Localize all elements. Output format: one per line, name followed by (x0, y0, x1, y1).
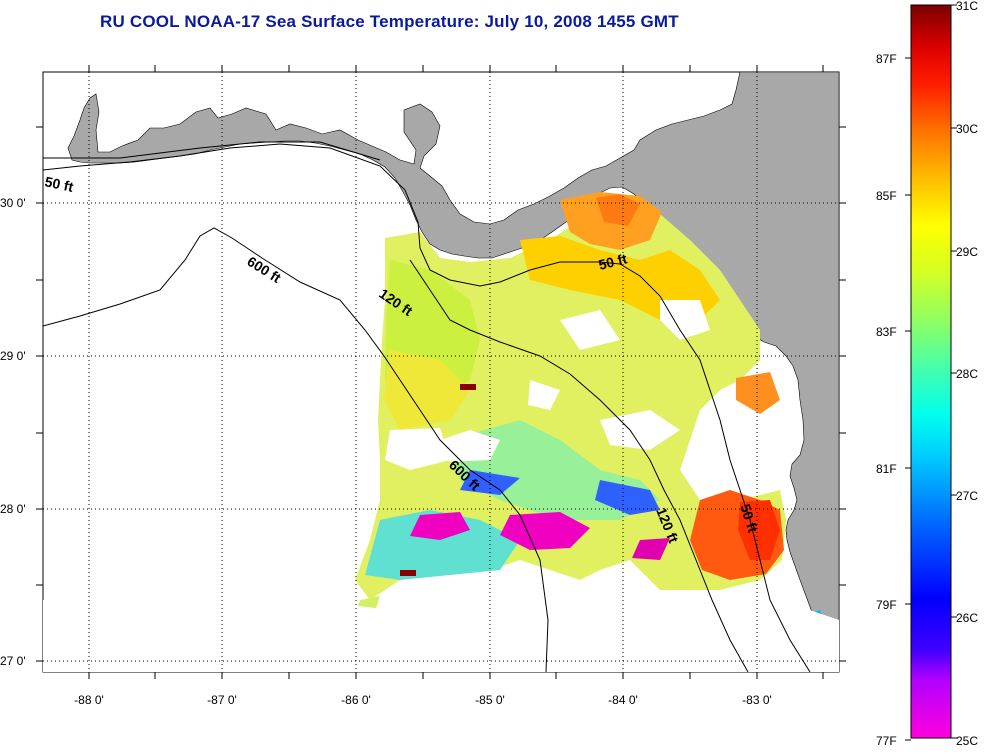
lon-label-86: -86 0' (341, 693, 371, 707)
lat-label-30: 30 0' (0, 196, 26, 210)
small-lake (498, 76, 538, 90)
colorbar (910, 4, 952, 739)
cb-label-26c: 26C (956, 611, 978, 625)
lon-label-83: -83 0' (742, 693, 772, 707)
colorbar-celsius-labels: 31C 30C 29C 28C 27C 26C 25C (956, 0, 978, 748)
cb-label-85f: 85F (876, 189, 897, 203)
graticule (43, 72, 839, 672)
cb-label-25c: 25C (956, 734, 978, 748)
map-title: RU COOL NOAA-17 Sea Surface Temperature:… (100, 12, 679, 31)
cb-label-28c: 28C (956, 367, 978, 381)
axis-ticks (36, 65, 846, 679)
contour-label-50ft-west: 50 ft (43, 173, 75, 195)
cb-label-29c: 29C (956, 245, 978, 259)
lat-label-29: 29 0' (0, 349, 26, 363)
lon-label-88: -88 0' (74, 693, 104, 707)
bathymetry-contours (43, 141, 811, 672)
sst-data (43, 192, 839, 672)
lat-label-28: 28 0' (0, 502, 26, 516)
cb-label-31c: 31C (956, 0, 978, 13)
cb-label-27c: 27C (956, 489, 978, 503)
cb-label-87f: 87F (876, 52, 897, 66)
longitude-labels: -88 0' -87 0' -86 0' -85 0' -84 0' -83 0… (74, 693, 772, 707)
cb-label-30c: 30C (956, 122, 978, 136)
lat-label-27: 27 0' (0, 654, 26, 668)
lon-label-85: -85 0' (475, 693, 505, 707)
cb-label-77f: 77F (876, 734, 897, 748)
lon-label-87: -87 0' (207, 693, 237, 707)
colorbar-fahrenheit-labels: 87F 85F 83F 81F 79F 77F (876, 52, 897, 748)
cb-label-81f: 81F (876, 462, 897, 476)
latitude-labels: 30 0' 29 0' 28 0' 27 0' (0, 196, 26, 668)
cb-label-83f: 83F (876, 325, 897, 339)
lon-label-84: -84 0' (608, 693, 638, 707)
colorbar-ticks (905, 4, 957, 741)
cb-label-79f: 79F (876, 598, 897, 612)
contour-label-50ft-big-bend: 50 ft (597, 250, 629, 273)
